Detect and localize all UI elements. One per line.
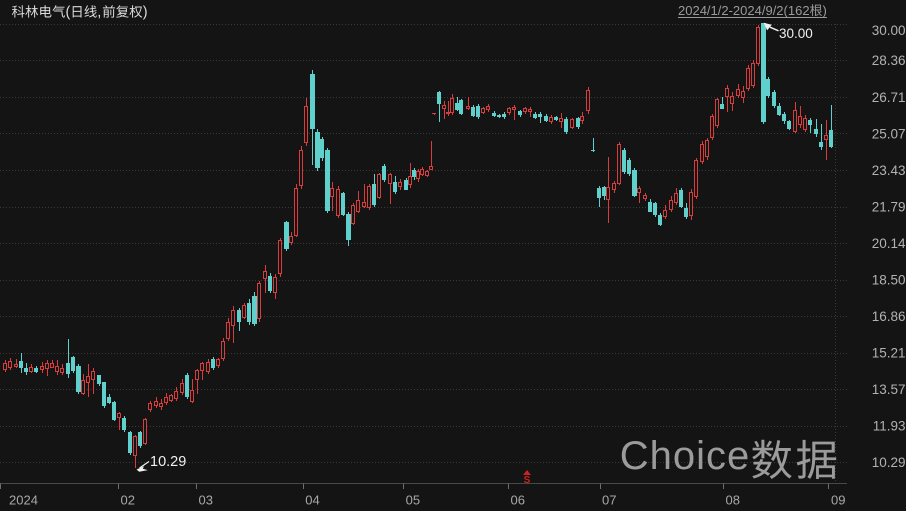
svg-text:21.79: 21.79	[872, 199, 906, 214]
svg-text:13.57: 13.57	[872, 382, 906, 397]
svg-text:20.14: 20.14	[872, 236, 906, 251]
svg-text:(: (	[66, 5, 71, 21]
svg-text:2024: 2024	[9, 492, 38, 506]
svg-text:02: 02	[121, 492, 135, 506]
svg-text:08: 08	[726, 492, 740, 506]
svg-text:): )	[143, 5, 148, 21]
svg-text:04: 04	[305, 492, 319, 506]
svg-text:15.21: 15.21	[872, 346, 906, 361]
svg-text:11.93: 11.93	[873, 419, 906, 434]
svg-text:2024/1/2-2024/9/2(162: 2024/1/2-2024/9/2(162	[678, 3, 810, 18]
svg-text:28.36: 28.36	[872, 53, 906, 68]
svg-text:16.86: 16.86	[872, 309, 906, 324]
svg-text:18.50: 18.50	[872, 272, 906, 287]
svg-text:,: ,	[97, 5, 101, 21]
svg-text:30.00: 30.00	[779, 26, 813, 41]
svg-text:06: 06	[511, 492, 525, 506]
svg-text:03: 03	[199, 492, 213, 506]
svg-text:05: 05	[406, 492, 420, 506]
svg-text:): )	[823, 3, 827, 18]
svg-text:26.71: 26.71	[872, 90, 906, 105]
svg-text:23.43: 23.43	[872, 163, 906, 178]
svg-text:10.29: 10.29	[872, 455, 906, 470]
svg-text:09: 09	[831, 492, 845, 506]
svg-text:S: S	[524, 475, 531, 486]
svg-text:25.07: 25.07	[872, 126, 906, 141]
svg-text:07: 07	[602, 492, 616, 506]
svg-text:10.29: 10.29	[150, 454, 186, 470]
svg-text:Choice: Choice	[620, 434, 751, 478]
svg-text:30.00: 30.00	[872, 23, 906, 38]
